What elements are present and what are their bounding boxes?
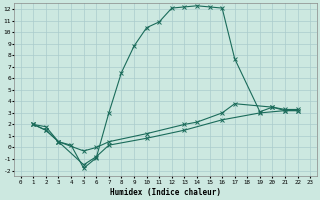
X-axis label: Humidex (Indice chaleur): Humidex (Indice chaleur) xyxy=(110,188,221,197)
